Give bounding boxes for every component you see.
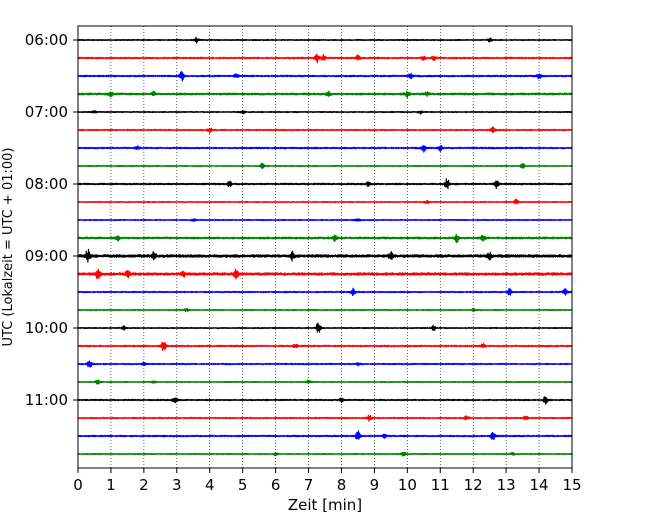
seismogram-trace-1045 <box>77 379 573 385</box>
seismogram-trace-0900 <box>77 248 573 263</box>
x-tick-label: 15 <box>562 476 581 494</box>
seismogram-trace-0830 <box>77 218 573 222</box>
y-tick-label: 08:00 <box>25 175 68 193</box>
y-tick-label: 11:00 <box>25 391 68 409</box>
seismogram-trace-0745 <box>77 162 573 170</box>
y-tick-label: 10:00 <box>25 319 68 337</box>
seismogram-trace-0945 <box>77 307 573 313</box>
x-tick-label: 1 <box>106 476 116 494</box>
seismogram-trace-0615 <box>77 53 573 64</box>
plot-frame <box>77 25 573 469</box>
x-tick-label: 0 <box>73 476 83 494</box>
x-axis-label: Zeit [min] <box>288 496 362 514</box>
seismogram-trace-1100 <box>77 396 573 405</box>
y-tick-label: 07:00 <box>25 103 68 121</box>
seismogram-trace-0600 <box>77 36 573 44</box>
seismogram-trace-0715 <box>77 126 573 134</box>
x-tick-label: 13 <box>497 476 516 494</box>
seismogram-trace-0800 <box>77 178 573 190</box>
x-tick-label: 2 <box>139 476 149 494</box>
seismogram-trace-0645 <box>77 90 573 99</box>
x-tick-label: 11 <box>431 476 450 494</box>
x-tick-label: 8 <box>337 476 347 494</box>
x-tick-label: 3 <box>172 476 182 494</box>
seismogram-trace-1000 <box>77 322 573 333</box>
seismogram-trace-1015 <box>77 342 573 351</box>
x-tick-label: 14 <box>530 476 549 494</box>
x-tick-label: 12 <box>464 476 483 494</box>
y-axis-label: UTC (Lokalzeit = UTC + 01:00) <box>1 148 16 347</box>
seismogram-trace-0915 <box>77 268 573 280</box>
seismogram-trace-0930 <box>77 287 573 297</box>
seismogram-trace-1145 <box>77 451 573 457</box>
y-axis-ticks: 06:00 07:00 08:00 09:00 10:00 11:00 <box>25 31 78 409</box>
y-tick-label: 06:00 <box>25 31 68 49</box>
x-tick-label: 9 <box>370 476 380 494</box>
x-tick-label: 4 <box>205 476 215 494</box>
seismogram-trace-0700 <box>77 109 573 115</box>
seismogram-trace-0730 <box>77 145 573 153</box>
seismogram-trace-1030 <box>77 360 573 368</box>
x-tick-label: 5 <box>238 476 248 494</box>
x-axis-ticks: 0 1 2 3 4 5 6 7 8 9 10 11 12 13 14 15 <box>73 468 582 494</box>
x-tick-label: 10 <box>398 476 417 494</box>
x-tick-label: 6 <box>271 476 281 494</box>
x-tick-label: 7 <box>304 476 314 494</box>
seismogram-trace-0630 <box>77 70 573 82</box>
seismogram-trace-0815 <box>77 198 573 205</box>
y-tick-label: 09:00 <box>25 247 68 265</box>
seismogram-trace-1130 <box>77 430 573 441</box>
seismogram-trace-0845 <box>77 233 573 244</box>
traces <box>77 36 573 457</box>
seismogram-trace-1115 <box>77 414 573 422</box>
